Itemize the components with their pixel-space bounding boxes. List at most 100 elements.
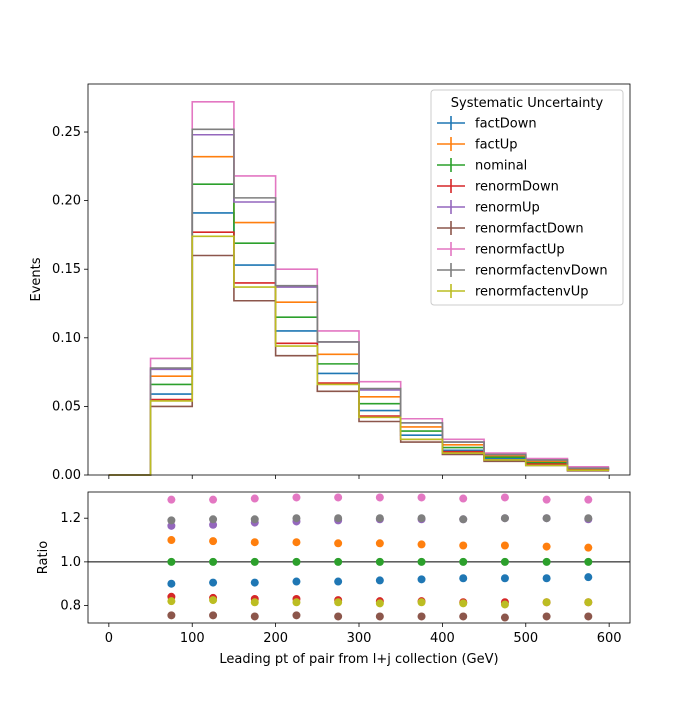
- ratio-point-nominal: [209, 557, 218, 566]
- upper-y-tick-label: 0.05: [52, 399, 81, 414]
- ratio-point-renormfactUp: [292, 493, 301, 502]
- upper-y-tick-label: 0.20: [52, 194, 81, 209]
- ratio-point-renormfactenvUp: [292, 598, 301, 607]
- ratio-point-nominal: [250, 557, 259, 566]
- histogram-line-renormfactenvDown: [108, 128, 610, 476]
- legend-label-renormDown: renormDown: [475, 180, 559, 195]
- ratio-point-renormfactenvDown: [250, 515, 259, 524]
- ratio-point-renormfactenvUp: [417, 598, 426, 607]
- ratio-point-renormfactenvUp: [500, 600, 509, 609]
- upper-y-tick-label: 0.25: [52, 125, 81, 140]
- ratio-point-nominal: [500, 557, 509, 566]
- ratio-point-renormfactDown: [334, 612, 343, 621]
- ratio-point-renormfactenvUp: [459, 599, 468, 608]
- ratio-series-renormfactUp: [167, 493, 593, 504]
- lower-panel: [84, 491, 631, 627]
- ratio-point-factDown: [292, 577, 301, 586]
- ratio-point-factDown: [167, 579, 176, 588]
- ratio-point-factUp: [584, 543, 593, 552]
- x-tick-label: 300: [347, 631, 372, 646]
- ratio-point-renormfactUp: [584, 495, 593, 504]
- ratio-point-renormfactenvUp: [209, 596, 218, 605]
- ratio-point-renormfactUp: [459, 494, 468, 503]
- ratio-series-nominal: [167, 557, 593, 566]
- ratio-point-renormfactDown: [584, 612, 593, 621]
- ratio-point-renormfactenvDown: [375, 514, 384, 523]
- x-axis-label: Leading pt of pair from l+j collection (…: [219, 652, 498, 667]
- ratio-point-renormfactUp: [250, 494, 259, 503]
- ratio-point-renormfactDown: [542, 612, 551, 621]
- ratio-point-factDown: [209, 578, 218, 587]
- ratio-series-factUp: [167, 536, 593, 552]
- ratio-point-renormfactenvUp: [375, 599, 384, 608]
- upper-y-tick-label: 0.15: [52, 262, 81, 277]
- ratio-point-renormfactenvUp: [584, 598, 593, 607]
- ratio-point-factDown: [334, 577, 343, 586]
- ratio-point-nominal: [417, 557, 426, 566]
- ratio-point-renormfactenvDown: [334, 514, 343, 523]
- ratio-point-factUp: [209, 537, 218, 546]
- upper-axes-frame: [87, 83, 631, 476]
- ratio-point-renormfactUp: [375, 493, 384, 502]
- histogram-line-renormfactenvUp: [108, 235, 610, 476]
- ratio-series-renormfactDown: [167, 611, 593, 622]
- legend-label-factDown: factDown: [475, 117, 537, 132]
- legend-label-nominal: nominal: [475, 159, 527, 174]
- ratio-point-renormfactenvDown: [584, 514, 593, 523]
- ratio-point-nominal: [459, 557, 468, 566]
- ratio-point-renormfactDown: [500, 613, 509, 622]
- ratio-point-factDown: [250, 578, 259, 587]
- ratio-point-renormfactDown: [250, 612, 259, 621]
- ratio-point-renormfactDown: [459, 612, 468, 621]
- ratio-series-renormfactenvDown: [167, 514, 593, 525]
- ratio-point-renormfactUp: [209, 495, 218, 504]
- ratio-point-renormfactenvUp: [334, 598, 343, 607]
- x-tick-label: 200: [263, 631, 288, 646]
- x-tick-label: 100: [180, 631, 205, 646]
- ratio-point-factDown: [542, 574, 551, 583]
- legend-title: Systematic Uncertainty: [451, 96, 604, 111]
- ratio-point-nominal: [292, 557, 301, 566]
- ratio-point-renormfactenvDown: [209, 515, 218, 524]
- legend-label-renormfactUp: renormfactUp: [475, 243, 565, 258]
- upper-y-axis-label: Events: [29, 257, 44, 301]
- ratio-point-renormfactenvUp: [542, 598, 551, 607]
- ratio-point-factDown: [500, 574, 509, 583]
- ratio-point-factUp: [500, 541, 509, 550]
- lower-plot-area: [88, 492, 630, 623]
- ratio-series-factDown: [167, 573, 593, 588]
- ratio-point-renormfactDown: [417, 612, 426, 621]
- ratio-point-renormfactenvUp: [250, 598, 259, 607]
- ratio-point-renormfactDown: [167, 611, 176, 620]
- ratio-point-nominal: [334, 557, 343, 566]
- ratio-point-renormfactUp: [417, 493, 426, 502]
- ratio-point-renormfactUp: [167, 495, 176, 504]
- ratio-series-renormfactenvUp: [167, 596, 593, 609]
- ratio-point-renormfactDown: [292, 611, 301, 620]
- ratio-point-factDown: [417, 575, 426, 584]
- ratio-point-factUp: [292, 538, 301, 547]
- ratio-point-renormfactenvDown: [292, 514, 301, 523]
- x-tick-label: 400: [430, 631, 455, 646]
- ratio-point-factUp: [459, 541, 468, 550]
- lower-y-axis-label: Ratio: [36, 541, 51, 574]
- ratio-point-factUp: [542, 542, 551, 551]
- lower-y-tick-label: 1.0: [60, 555, 81, 570]
- ratio-point-renormfactDown: [375, 612, 384, 621]
- legend-label-renormfactenvUp: renormfactenvUp: [475, 285, 589, 300]
- lower-y-tick-label: 0.8: [60, 599, 81, 614]
- legend: [430, 89, 624, 306]
- ratio-point-renormfactenvDown: [500, 514, 509, 523]
- ratio-point-renormfactDown: [209, 611, 218, 620]
- legend-label-factUp: factUp: [475, 138, 518, 153]
- ratio-point-renormfactenvDown: [417, 514, 426, 523]
- lower-axes-frame: [87, 491, 631, 624]
- legend-label-renormfactenvDown: renormfactenvDown: [475, 264, 608, 279]
- ratio-point-nominal: [167, 557, 176, 566]
- x-tick-label: 500: [513, 631, 538, 646]
- ratio-point-renormfactenvDown: [542, 514, 551, 523]
- ratio-point-factDown: [375, 576, 384, 585]
- ratio-point-factDown: [459, 574, 468, 583]
